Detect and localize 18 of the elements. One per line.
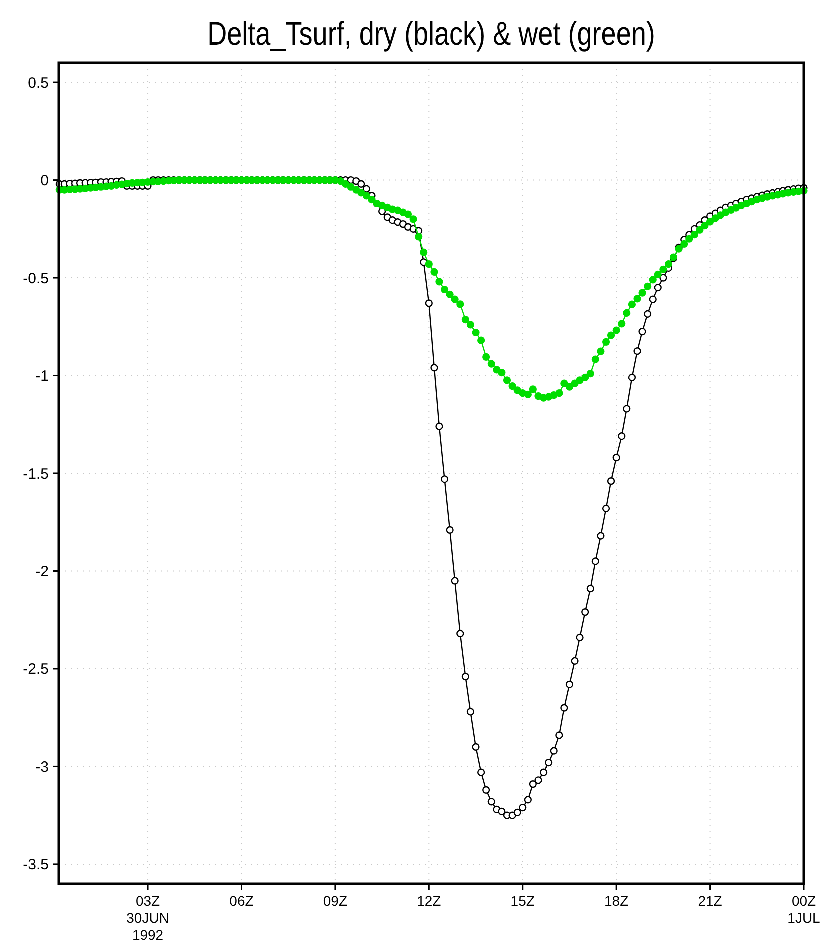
x-tick-label: 15Z xyxy=(510,893,536,909)
chart-title: Delta_Tsurf, dry (black) & wet (green) xyxy=(208,16,656,53)
y-tick-label: -0.5 xyxy=(23,270,49,288)
y-tick-label: -1.5 xyxy=(23,466,49,483)
y-tick-label: -1 xyxy=(36,368,49,386)
y-tick-label: 0 xyxy=(40,172,49,190)
x-tick-label: 00Z 1JUL xyxy=(788,893,821,926)
x-tick-label: 18Z xyxy=(604,893,630,909)
x-tick-label: 12Z xyxy=(417,893,442,909)
y-tick-label: -2 xyxy=(36,563,49,580)
y-tick-label: 0.5 xyxy=(28,74,49,92)
x-tick-label: 06Z xyxy=(230,893,254,909)
y-tick-label: -3.5 xyxy=(23,856,49,874)
x-tick-label: 09Z xyxy=(323,893,348,909)
x-tick-label: 21Z xyxy=(698,893,723,909)
y-tick-label: -2.5 xyxy=(23,661,49,678)
x-tick-label: 03Z 30JUN 1992 xyxy=(126,893,170,943)
y-tick-label: -3 xyxy=(36,758,49,776)
